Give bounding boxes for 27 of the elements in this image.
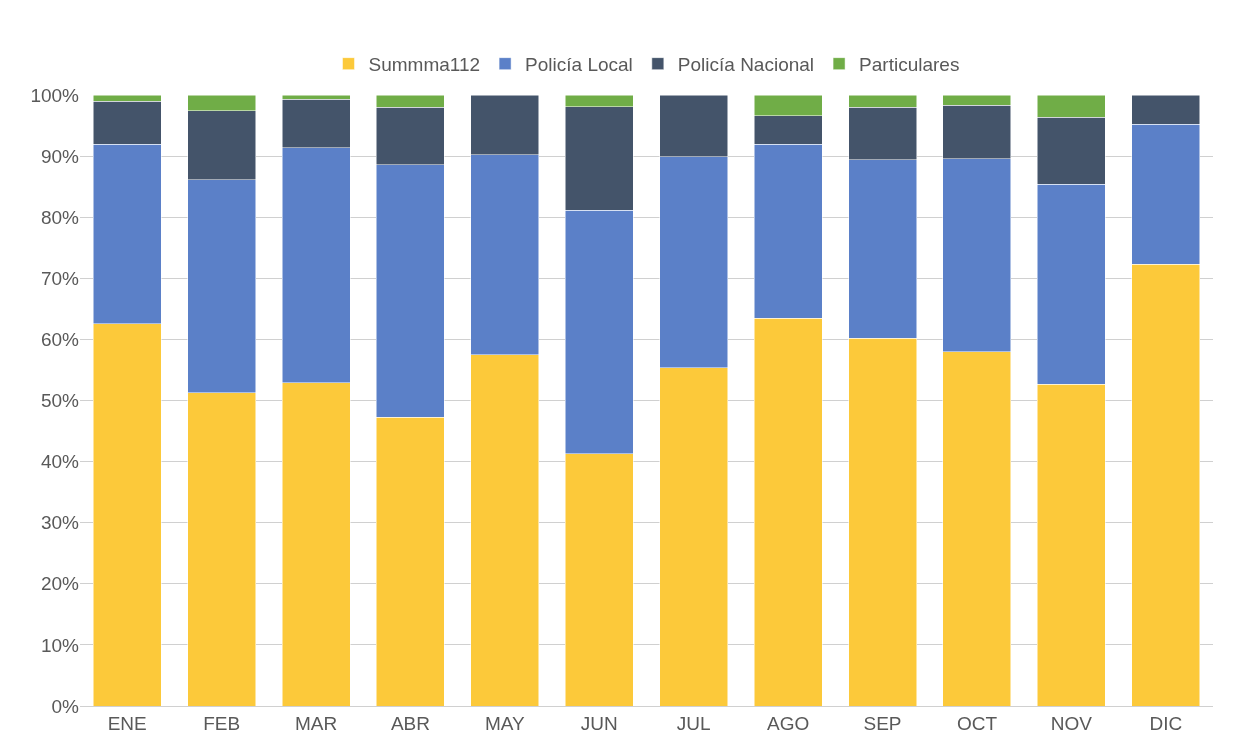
x-tick-label: ABR [390,712,430,734]
x-tick-label: JUL [676,712,711,734]
legend-label: Policía Local [525,54,633,76]
x-tick-label: FEB [203,712,241,734]
y-tick-label: 90% [40,145,80,167]
y-tick-label: 30% [40,512,80,534]
legend-label: Particulares [859,54,960,76]
x-tick-label: DIC [1149,712,1183,734]
legend-label: Summma112 [368,54,481,76]
y-tick-label: 50% [40,390,80,412]
x-tick-label: MAY [485,712,526,734]
y-tick-label: 60% [40,329,80,351]
y-tick-label: 10% [40,634,80,656]
y-tick-label: 20% [40,573,80,595]
legend-label: Policía Nacional [677,54,815,76]
y-tick-label: 70% [40,267,80,289]
y-tick-label: 0% [51,695,80,717]
y-tick-label: 100% [30,84,80,106]
y-tick-label: 40% [40,451,80,473]
x-tick-label: SEP [863,712,902,734]
x-tick-label: OCT [956,712,998,734]
x-tick-label: JUN [580,712,618,734]
x-tick-label: NOV [1050,712,1093,734]
x-tick-label: MAR [294,712,338,734]
x-tick-label: ENE [107,712,147,734]
x-tick-label: AGO [767,712,810,734]
y-tick-label: 80% [40,206,80,228]
